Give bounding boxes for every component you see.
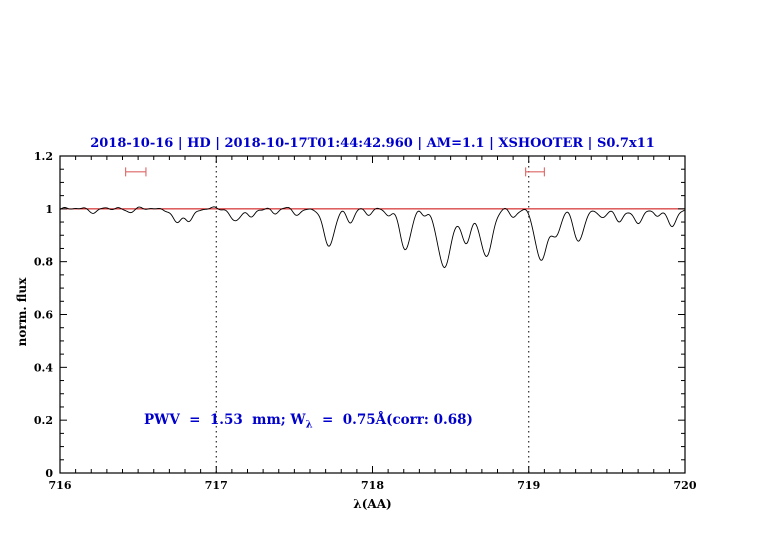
y-tick-label: 1 [45,203,53,216]
x-tick-label: 719 [517,479,540,492]
y-tick-label: 0.6 [34,309,53,322]
y-tick-label: 1.2 [34,150,53,163]
y-tick-label: 0 [45,467,53,480]
x-tick-label: 717 [205,479,228,492]
pwv-annotation: PWV = 1.53 mm; Wλ = 0.75Å(corr: 0.68) [144,412,473,431]
annotation-prefix: PWV = 1.53 mm; W [144,412,306,428]
y-tick-label: 0.4 [34,361,53,374]
x-tick-label: 720 [674,479,697,492]
range-marker [125,167,147,177]
plot-title: 2018-10-16 | HD | 2018-10-17T01:44:42.96… [90,136,655,151]
x-tick-label: 718 [361,479,384,492]
annotation-suffix: = 0.75Å(corr: 0.68) [312,412,473,428]
annotation-lambda-sub: λ [305,419,313,431]
y-tick-label: 0.8 [34,256,53,269]
x-axis-label: λ(AA) [353,497,392,511]
spectrum-line [59,206,685,269]
range-marker [525,167,545,177]
y-axis-label: norm. flux [15,277,29,347]
x-tick-label: 716 [49,479,72,492]
y-tick-label: 0.2 [34,414,53,427]
